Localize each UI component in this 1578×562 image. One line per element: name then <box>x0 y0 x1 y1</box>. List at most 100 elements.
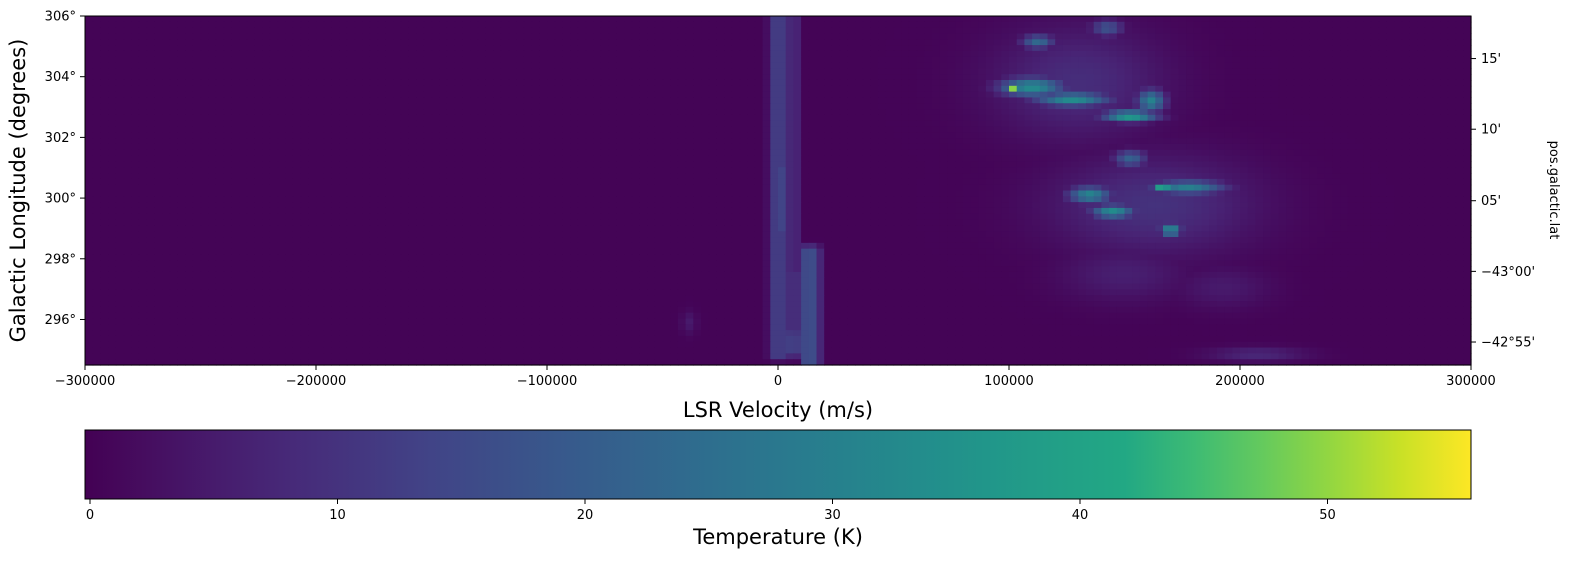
heatmap-cell <box>400 39 409 46</box>
heatmap-cell <box>1394 109 1403 116</box>
heatmap-cell <box>562 155 571 163</box>
heatmap-cell <box>493 91 502 99</box>
heatmap-cell <box>839 143 848 151</box>
heatmap-cell <box>208 114 217 122</box>
heatmap-cell <box>246 74 255 81</box>
heatmap-cell <box>1324 50 1333 58</box>
heatmap-cell <box>1409 39 1418 46</box>
heatmap-cell <box>708 114 717 122</box>
heatmap-cell <box>716 21 725 29</box>
heatmap-cell <box>1193 126 1203 133</box>
heatmap-cell <box>323 103 332 110</box>
heatmap-cell <box>292 21 302 29</box>
heatmap-cell <box>1147 109 1156 116</box>
heatmap-cell <box>200 161 209 168</box>
heatmap-cell <box>1032 173 1041 180</box>
heatmap-cell <box>1201 74 1210 81</box>
heatmap-cell <box>1232 161 1241 168</box>
heatmap-cell <box>131 21 140 29</box>
heatmap-cell <box>393 149 402 157</box>
heatmap-cell <box>1355 120 1364 128</box>
heatmap-cell <box>1340 120 1349 128</box>
heatmap-cell <box>1332 79 1341 87</box>
heatmap-cell <box>801 132 810 139</box>
heatmap-cell <box>408 74 417 81</box>
heatmap-cell <box>1109 114 1118 122</box>
heatmap-cell <box>1417 79 1426 87</box>
heatmap-cell <box>108 120 117 128</box>
heatmap-cell <box>115 138 125 145</box>
heatmap-cell <box>177 167 186 174</box>
heatmap-cell <box>269 16 279 23</box>
heatmap-cell <box>470 120 479 128</box>
heatmap-cell <box>924 143 933 151</box>
heatmap-cell <box>993 161 1002 168</box>
heatmap-cell <box>493 167 502 174</box>
heatmap-cell <box>570 132 579 139</box>
heatmap-cell <box>1463 149 1472 157</box>
heatmap-cell <box>1440 149 1449 157</box>
heatmap-cell <box>446 120 456 128</box>
heatmap-cell <box>1309 68 1318 75</box>
heatmap-cell <box>108 33 117 40</box>
heatmap-cell <box>516 109 525 116</box>
heatmap-cell <box>300 79 309 87</box>
heatmap-cell <box>485 27 494 35</box>
heatmap-cell <box>439 103 448 110</box>
heatmap-cell <box>970 114 979 122</box>
heatmap-cell <box>1170 161 1179 168</box>
heatmap-cell <box>770 27 779 35</box>
heatmap-cell <box>385 132 394 139</box>
heatmap-cell <box>477 132 486 139</box>
heatmap-cell <box>146 33 155 40</box>
heatmap-cell <box>200 114 209 122</box>
heatmap-cell <box>246 103 255 110</box>
heatmap-cell <box>1301 45 1310 52</box>
heatmap-cell <box>1401 27 1410 35</box>
heatmap-cell <box>1039 132 1049 139</box>
heatmap-cell <box>408 85 417 93</box>
heatmap-cell <box>824 173 833 180</box>
heatmap-cell <box>654 56 664 64</box>
heatmap-cell <box>123 143 132 151</box>
heatmap-cell <box>1070 114 1079 122</box>
heatmap-cell <box>978 62 987 69</box>
heatmap-cell <box>246 143 255 151</box>
heatmap-cell <box>747 16 756 23</box>
heatmap-cell <box>955 114 964 122</box>
heatmap-cell <box>446 39 456 46</box>
heatmap-cell <box>724 21 733 29</box>
heatmap-cell <box>185 143 194 151</box>
heatmap-cell <box>331 27 340 35</box>
heatmap-cell <box>647 126 656 133</box>
heatmap-cell <box>778 155 787 163</box>
heatmap-cell <box>1340 79 1349 87</box>
heatmap-cell <box>1401 16 1410 23</box>
heatmap-cell <box>1370 74 1380 81</box>
heatmap-cell <box>223 27 232 35</box>
heatmap-cell <box>1293 33 1303 40</box>
heatmap-cell <box>239 62 248 69</box>
heatmap-cell <box>1324 103 1333 110</box>
heatmap-cell <box>1286 161 1295 168</box>
heatmap-cell <box>1378 97 1387 104</box>
heatmap-cell <box>1309 50 1318 58</box>
heatmap-cell <box>1401 126 1410 133</box>
heatmap-cell <box>585 79 594 87</box>
heatmap-cell <box>131 50 140 58</box>
heatmap-cell <box>1047 155 1056 163</box>
heatmap-cell <box>1340 149 1349 157</box>
heatmap-cell <box>200 62 209 69</box>
heatmap-cell <box>1363 91 1372 99</box>
heatmap-cell <box>138 173 148 180</box>
heatmap-cell <box>1417 74 1426 81</box>
heatmap-cell <box>185 50 194 58</box>
heatmap-cell <box>154 39 163 46</box>
heatmap-cell <box>1016 50 1025 58</box>
heatmap-cell <box>1293 62 1303 69</box>
heatmap-cell <box>254 138 263 145</box>
heatmap-cell <box>131 173 140 180</box>
heatmap-cell <box>708 50 717 58</box>
heatmap-cell <box>1193 103 1203 110</box>
heatmap-cell <box>1263 161 1272 168</box>
